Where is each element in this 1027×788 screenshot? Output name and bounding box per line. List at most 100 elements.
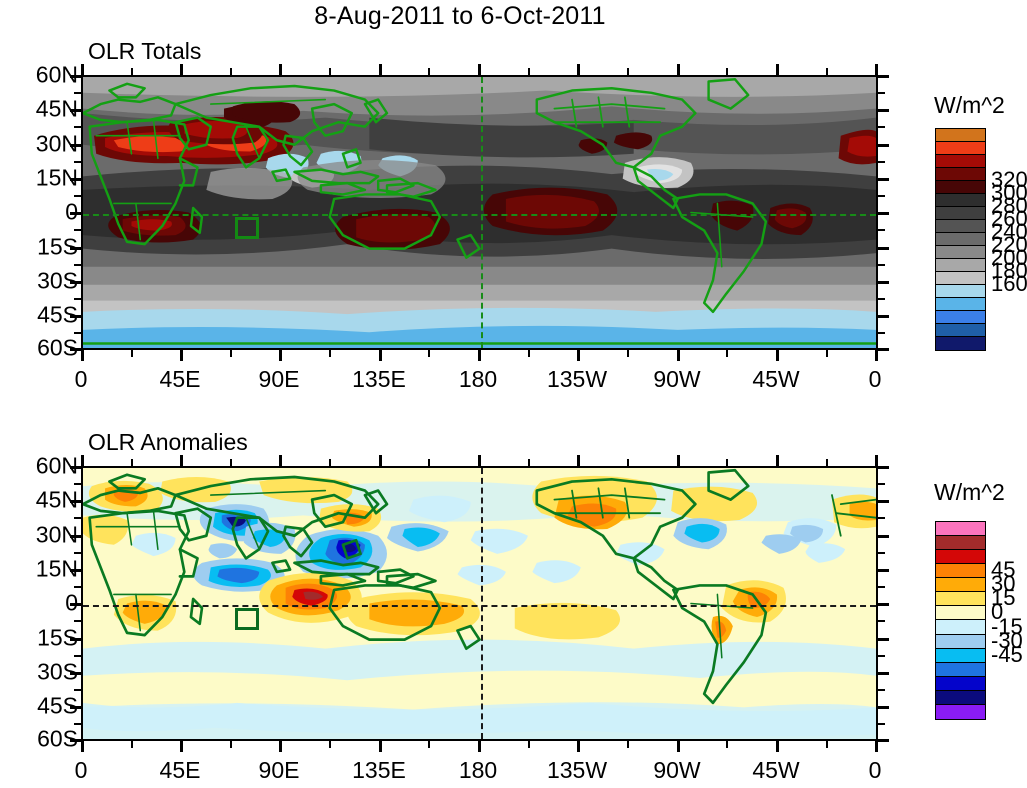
y-tick-label: 60N — [35, 452, 78, 479]
colorbar-swatch — [936, 168, 985, 181]
colorbar-swatch — [936, 606, 985, 621]
colorbar-swatch — [936, 311, 985, 324]
x-tick-label: 90W — [653, 366, 701, 392]
colorbar-swatch — [936, 592, 985, 607]
colorbar-swatch — [936, 564, 985, 579]
y-tick-label: 15S — [37, 233, 78, 260]
colorbar-swatch — [936, 676, 985, 691]
x-tick-label: 0 — [868, 757, 882, 783]
equator-line-anomalies — [83, 605, 876, 607]
axis-ticks-totals — [70, 64, 889, 361]
colorbar-swatch — [936, 259, 985, 272]
x-tick-label: 45E — [159, 366, 201, 392]
dateline-totals — [481, 77, 483, 348]
y-tick-label: 45S — [37, 301, 78, 328]
colorbar-swatch — [936, 550, 985, 565]
colorbar-tick-label: 45 — [991, 557, 1016, 583]
olr-totals-map[interactable] — [81, 75, 878, 350]
colorbar-tick-label: 240 — [991, 219, 1027, 244]
colorbar-swatch — [936, 181, 985, 194]
x-tick-label: 180 — [458, 366, 498, 392]
y-axis-labels-totals: 60N 45N 30N 15N 0 15S 30S 45S 60S — [0, 62, 78, 361]
colorbar-tick-label: -45 — [991, 641, 1023, 667]
colorbar-swatch — [936, 620, 985, 635]
colorbar-swatch — [936, 578, 985, 593]
colorbar-swatch — [936, 233, 985, 246]
y-tick-label: 30N — [35, 130, 78, 157]
colorbar-swatch — [936, 648, 985, 663]
colorbar-swatch — [936, 324, 985, 337]
x-tick-label: 0 — [74, 757, 88, 783]
y-tick-label: 45N — [35, 486, 78, 513]
colorbar-tick-label: -30 — [991, 627, 1023, 653]
x-tick-label: 180 — [458, 757, 498, 783]
colorbar-swatch — [936, 194, 985, 207]
y-tick-label: 60N — [35, 61, 78, 88]
y-tick-label: 0 — [65, 589, 78, 616]
y-tick-label: 30S — [37, 267, 78, 294]
colorbar-labels-anomalies: 45 30 15 0 -15 -30 -45 — [991, 521, 1027, 718]
olr-anomalies-field — [83, 468, 876, 739]
colorbar-swatch — [936, 220, 985, 233]
colorbar-tick-label: 200 — [991, 245, 1027, 270]
colorbar-tick-label: 300 — [991, 180, 1027, 205]
colorbar-swatch — [936, 155, 985, 168]
panel-title-olr-totals: OLR Totals — [88, 38, 202, 64]
y-tick-label: 15N — [35, 164, 78, 191]
colorbar-tick-label: 15 — [991, 585, 1016, 611]
x-tick-label: 135E — [352, 757, 406, 783]
colorbar-units-totals: W/m^2 — [934, 92, 1005, 118]
colorbar-tick-label: 180 — [991, 258, 1027, 283]
y-tick-label: 0 — [65, 198, 78, 225]
equator-line-totals — [83, 214, 876, 216]
colorbar-swatch — [936, 522, 985, 537]
y-tick-label: 45S — [37, 692, 78, 719]
x-tick-label: 0 — [868, 366, 882, 392]
colorbar-swatch — [936, 129, 985, 142]
y-tick-label: 30N — [35, 521, 78, 548]
y-tick-label: 15N — [35, 555, 78, 582]
axis-ticks-anomalies — [70, 455, 889, 752]
x-tick-label: 90W — [653, 757, 701, 783]
colorbar-swatch — [936, 246, 985, 259]
dateline-anomalies — [481, 468, 483, 739]
y-axis-labels-anomalies: 60N 45N 30N 15N 0 15S 30S 45S 60S — [0, 453, 78, 752]
page-title: 8-Aug-2011 to 6-Oct-2011 — [314, 2, 606, 30]
colorbar-labels-totals: 320 300 280 260 240 220 200 180 160 — [991, 128, 1027, 349]
x-tick-label: 45W — [752, 366, 800, 392]
y-tick-label: 60S — [37, 725, 78, 752]
x-tick-label: 135W — [546, 757, 608, 783]
x-tick-label: 45E — [159, 757, 201, 783]
region-box-marker-anomalies — [235, 608, 259, 630]
colorbar-tick-label: 260 — [991, 206, 1027, 231]
x-tick-label: 45W — [752, 757, 800, 783]
x-tick-label: 90E — [258, 366, 300, 392]
y-tick-label: 60S — [37, 334, 78, 361]
colorbar-swatch — [936, 298, 985, 311]
colorbar-tick-label: 0 — [991, 599, 1004, 625]
x-tick-label: 135W — [546, 366, 608, 392]
x-tick-label: 135E — [352, 366, 406, 392]
colorbar-tick-label: 280 — [991, 193, 1027, 218]
y-tick-label: 30S — [37, 658, 78, 685]
colorbar-swatch — [936, 704, 985, 719]
colorbar-tick-label: 320 — [991, 167, 1027, 192]
colorbar-tick-label: 160 — [991, 271, 1027, 296]
y-tick-label: 15S — [37, 624, 78, 651]
colorbar-swatch — [936, 337, 985, 350]
x-tick-label: 0 — [74, 366, 88, 392]
colorbar-tick-label: 220 — [991, 232, 1027, 257]
y-tick-label: 45N — [35, 95, 78, 122]
colorbar-units-anomalies: W/m^2 — [934, 479, 1005, 505]
olr-anomalies-map[interactable] — [81, 466, 878, 741]
colorbar-swatch — [936, 207, 985, 220]
colorbar-swatch — [936, 142, 985, 155]
x-tick-label: 90E — [258, 757, 300, 783]
colorbar-tick-label: -15 — [991, 613, 1023, 639]
panel-title-olr-anomalies: OLR Anomalies — [88, 429, 248, 455]
coastlines-overlay-anomalies — [83, 468, 876, 705]
olr-totals-field — [83, 77, 876, 348]
region-box-marker-totals — [235, 217, 259, 239]
colorbar-swatch — [936, 272, 985, 285]
colorbar-swatch — [936, 634, 985, 649]
